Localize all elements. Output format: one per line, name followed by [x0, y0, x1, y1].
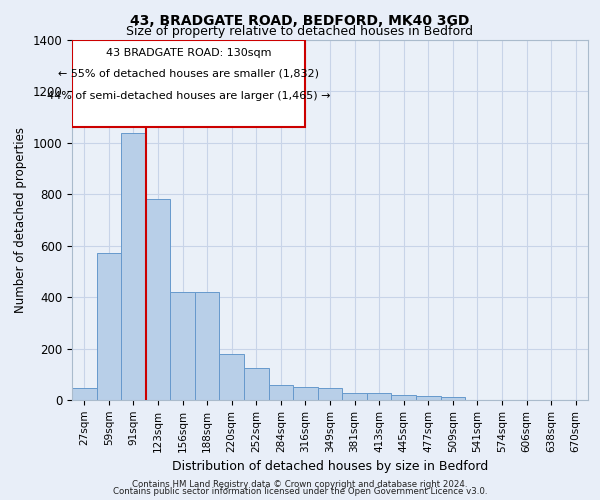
Bar	[170, 292, 195, 400]
Bar	[367, 393, 391, 400]
Bar	[440, 398, 465, 400]
Bar	[72, 388, 97, 400]
Text: 43, BRADGATE ROAD, BEDFORD, MK40 3GD: 43, BRADGATE ROAD, BEDFORD, MK40 3GD	[130, 14, 470, 28]
Bar	[146, 200, 170, 400]
Text: Contains public sector information licensed under the Open Government Licence v3: Contains public sector information licen…	[113, 488, 487, 496]
Bar	[195, 292, 220, 400]
Bar	[391, 396, 416, 400]
Bar	[318, 388, 342, 400]
Text: Size of property relative to detached houses in Bedford: Size of property relative to detached ho…	[127, 25, 473, 38]
Bar	[293, 387, 318, 400]
Y-axis label: Number of detached properties: Number of detached properties	[14, 127, 27, 313]
Bar	[342, 393, 367, 400]
X-axis label: Distribution of detached houses by size in Bedford: Distribution of detached houses by size …	[172, 460, 488, 473]
Bar	[244, 368, 269, 400]
Bar	[416, 396, 440, 400]
Text: ← 55% of detached houses are smaller (1,832): ← 55% of detached houses are smaller (1,…	[58, 68, 319, 78]
Text: 44% of semi-detached houses are larger (1,465) →: 44% of semi-detached houses are larger (…	[47, 92, 331, 102]
Bar	[121, 132, 146, 400]
Bar	[97, 254, 121, 400]
Bar	[220, 354, 244, 400]
Text: 43 BRADGATE ROAD: 130sqm: 43 BRADGATE ROAD: 130sqm	[106, 48, 271, 58]
Bar	[269, 386, 293, 400]
FancyBboxPatch shape	[72, 40, 305, 128]
Text: Contains HM Land Registry data © Crown copyright and database right 2024.: Contains HM Land Registry data © Crown c…	[132, 480, 468, 489]
